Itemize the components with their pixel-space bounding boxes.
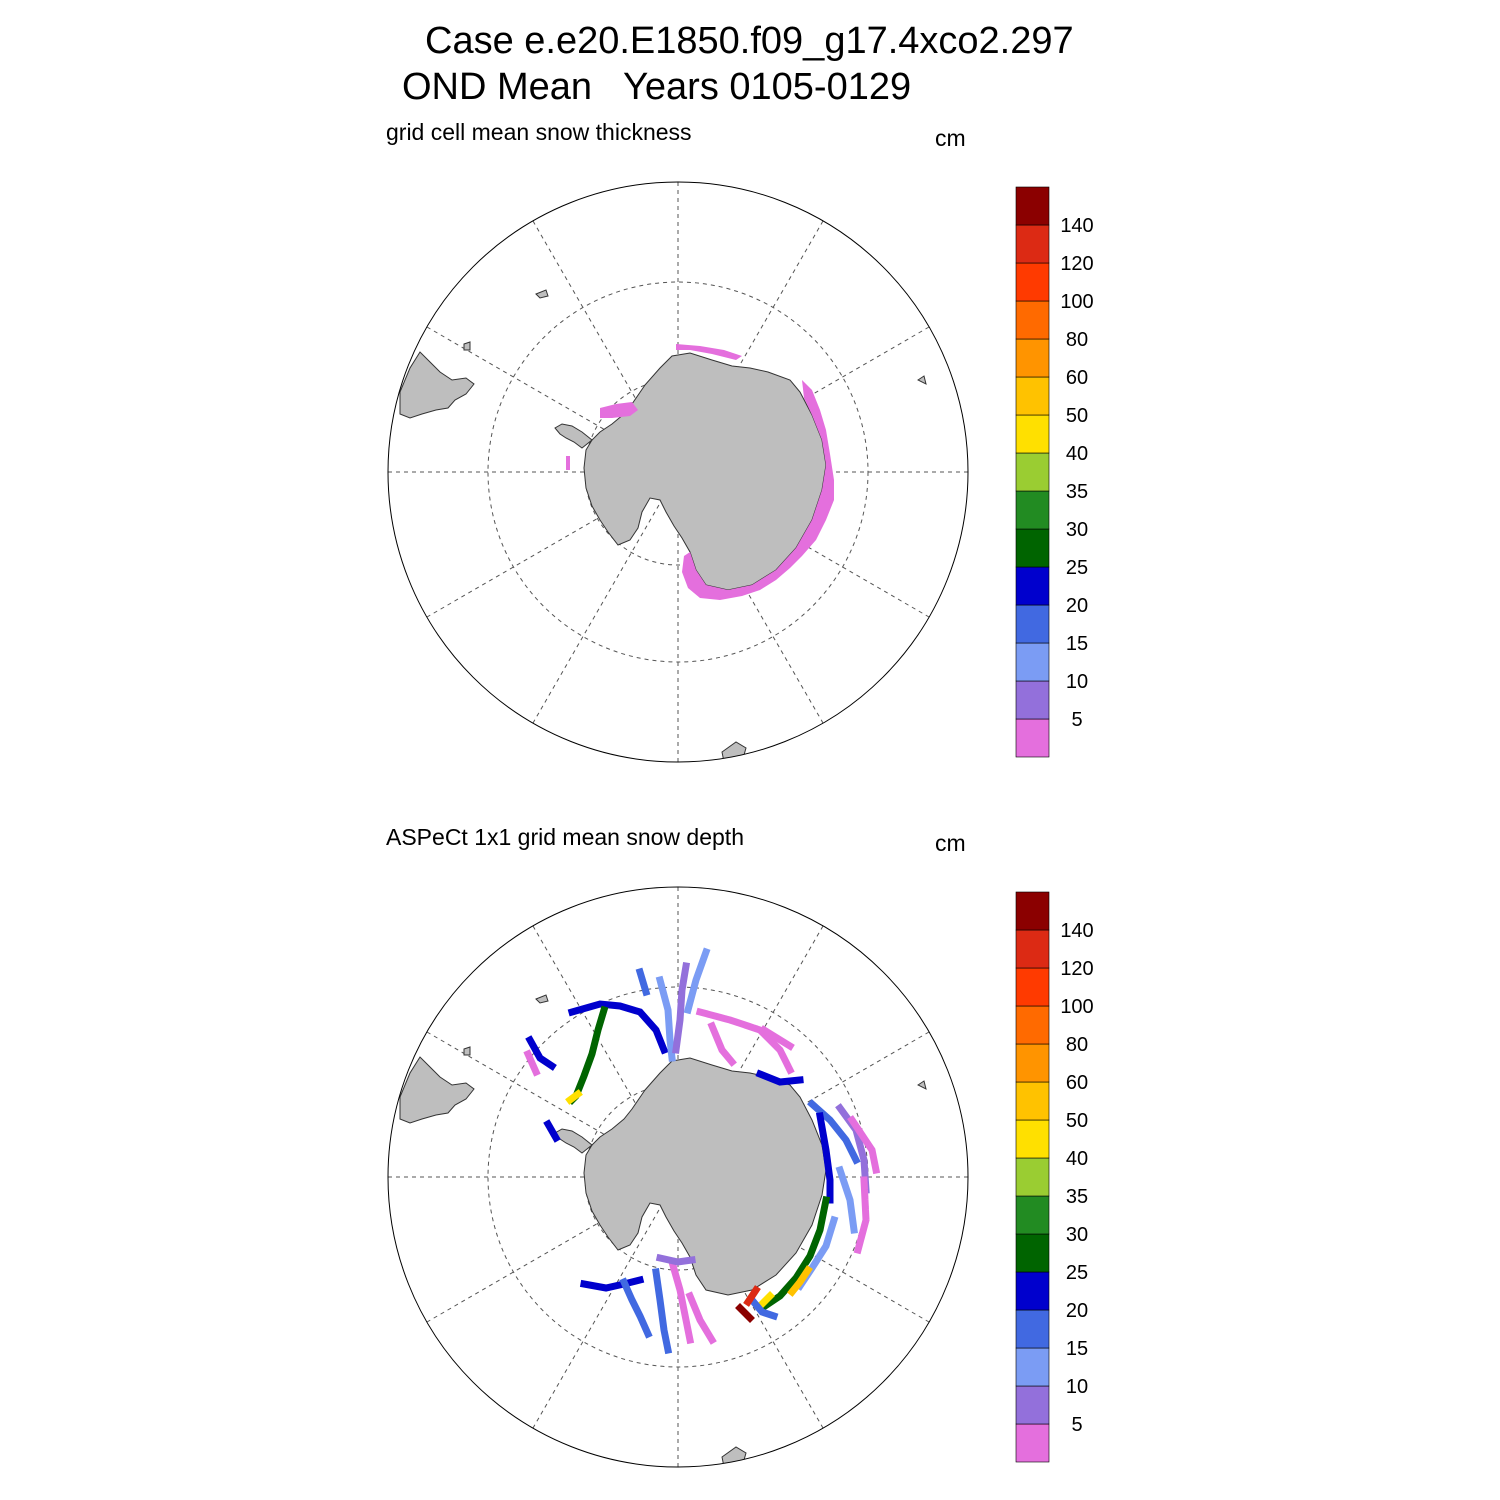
map-border — [387, 886, 969, 1468]
antarctic-peninsula — [554, 423, 593, 449]
colorbar-segment — [1015, 452, 1050, 492]
colorbar-segment — [1015, 528, 1050, 568]
south-america — [399, 351, 475, 419]
colorbar-segment — [1015, 376, 1050, 416]
colorbar-tick-label: 10 — [1066, 671, 1088, 693]
colorbar-tick-label: 100 — [1060, 996, 1093, 1018]
colorbar-segment — [1015, 1043, 1050, 1083]
colorbar-tick-label: 50 — [1066, 405, 1088, 427]
antarctica-landmass — [583, 352, 827, 591]
colorbar-segment — [1015, 604, 1050, 644]
colorbar-segment — [1015, 1157, 1050, 1197]
colorbar-tick-label: 35 — [1066, 1186, 1088, 1208]
panel2-title: ASPeCt 1x1 grid mean snow depth — [386, 824, 744, 850]
colorbar-tick-label: 20 — [1066, 1300, 1088, 1322]
colorbar-segment — [1015, 262, 1050, 302]
colorbar-segment — [1015, 929, 1050, 969]
colorbar-segment — [1015, 414, 1050, 454]
colorbar-tick-label: 15 — [1066, 1338, 1088, 1360]
colorbar-tick-label: 5 — [1071, 1414, 1082, 1436]
colorbar-segment — [1015, 300, 1050, 340]
figure-title-line2: OND Mean Years 0105-0129 — [402, 66, 912, 108]
colorbar-tick-label: 25 — [1066, 557, 1088, 579]
colorbar-tick-label: 140 — [1060, 920, 1093, 942]
colorbar-tick-label: 40 — [1066, 443, 1088, 465]
colorbar-tick-label: 30 — [1066, 519, 1088, 541]
colorbar-segment — [1015, 1423, 1050, 1463]
colorbar-segment — [1015, 718, 1050, 758]
colorbar-tick-label: 30 — [1066, 1224, 1088, 1246]
colorbar-tick-label: 80 — [1066, 1034, 1088, 1056]
colorbar-segment — [1015, 680, 1050, 720]
colorbar-tick-label: 120 — [1060, 253, 1093, 275]
colorbar-segment — [1015, 338, 1050, 378]
colorbar-tick-label: 140 — [1060, 215, 1093, 237]
colorbar-segment — [1015, 1081, 1050, 1121]
colorbar-tick-label: 25 — [1066, 1262, 1088, 1284]
colorbar-tick-label: 120 — [1060, 958, 1093, 980]
colorbar-tick-label: 100 — [1060, 291, 1093, 313]
colorbar-segment — [1015, 967, 1050, 1007]
colorbar-segment — [1015, 1119, 1050, 1159]
colorbar-segment — [1015, 891, 1050, 931]
colorbar: 5 10 15 20 25 30 35 40 50 60 80 100 120 140 — [1015, 891, 1094, 1463]
colorbar-segment — [1015, 1233, 1050, 1273]
colorbar-tick-label: 10 — [1066, 1376, 1088, 1398]
south-america — [399, 1056, 475, 1124]
colorbar-tick-label: 20 — [1066, 595, 1088, 617]
colorbar-segment — [1015, 490, 1050, 530]
colorbar-segment — [1015, 1195, 1050, 1235]
map-border — [387, 181, 969, 763]
snow-field-obs — [523, 947, 881, 1355]
new-zealand — [721, 1446, 747, 1467]
antarctic-peninsula — [554, 1128, 593, 1154]
colorbar-segment — [1015, 1005, 1050, 1045]
colorbar-tick-label: 80 — [1066, 329, 1088, 351]
antarctica-landmass — [583, 1057, 827, 1296]
figure-title-line1: Case e.e20.E1850.f09_g17.4xco2.297 — [425, 20, 1074, 62]
colorbar-tick-label: 15 — [1066, 633, 1088, 655]
panel1-title: grid cell mean snow thickness — [386, 119, 692, 145]
colorbar-segment — [1015, 224, 1050, 264]
colorbar-segment — [1015, 1271, 1050, 1311]
polar-map-obs — [387, 886, 969, 1468]
polar-map-model — [387, 181, 969, 763]
panel1-units: cm — [935, 125, 966, 151]
colorbar-segment — [1015, 1385, 1050, 1425]
colorbar-tick-label: 40 — [1066, 1148, 1088, 1170]
colorbar-segment — [1015, 566, 1050, 606]
colorbar: 5 10 15 20 25 30 35 40 50 60 80 100 120 140 — [1015, 186, 1094, 758]
colorbar-tick-label: 5 — [1071, 709, 1082, 731]
colorbar-segment — [1015, 186, 1050, 226]
new-zealand — [721, 741, 747, 762]
snow-field-model — [566, 344, 834, 600]
colorbar-segment — [1015, 1347, 1050, 1387]
panel2-units: cm — [935, 830, 966, 856]
colorbar-segment — [1015, 642, 1050, 682]
colorbar-tick-label: 60 — [1066, 1072, 1088, 1094]
colorbar-tick-label: 35 — [1066, 481, 1088, 503]
colorbar-tick-label: 60 — [1066, 367, 1088, 389]
colorbar-tick-label: 50 — [1066, 1110, 1088, 1132]
colorbar-segment — [1015, 1309, 1050, 1349]
